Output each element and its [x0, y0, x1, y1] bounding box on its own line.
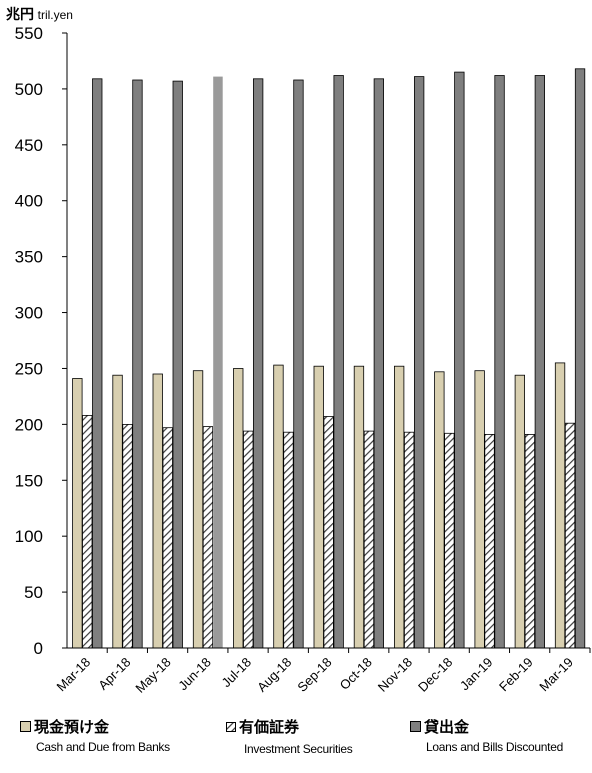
- bar-loans-sep-18: [333, 75, 344, 649]
- bar-cash-nov-18: [393, 365, 405, 649]
- bar-securities-may-18: [162, 427, 173, 649]
- bar-loans-jan-19: [494, 75, 505, 649]
- bar-loans-mar-19: [574, 68, 586, 649]
- y-tick-label: 400: [15, 192, 43, 211]
- y-tick-label: 50: [24, 583, 43, 602]
- y-tick-label: 100: [15, 527, 43, 546]
- x-tick-label: Nov-18: [375, 655, 415, 695]
- y-tick-label: 150: [15, 471, 43, 490]
- bar-loans-oct-18: [373, 78, 385, 649]
- bar-cash-jan-19: [474, 370, 485, 649]
- bar-securities-jul-18: [243, 430, 254, 649]
- legend-sublabel-cash: Cash and Due from Banks: [36, 740, 170, 754]
- legend-swatch-loans: [410, 721, 421, 732]
- legend-swatch-securities: [226, 721, 236, 732]
- bar-securities-mar-18: [82, 414, 93, 649]
- unit-jp: 兆円: [6, 6, 34, 22]
- bar-cash-mar-19: [554, 362, 566, 649]
- bar-cash-dec-18: [434, 371, 445, 649]
- bar-cash-feb-19: [514, 374, 525, 649]
- bar-loans-mar-18: [92, 78, 103, 649]
- bar-loans-nov-18: [413, 76, 425, 649]
- y-tick-label: 300: [15, 304, 43, 323]
- bar-cash-jun-18: [192, 370, 204, 649]
- y-tick-label: 500: [15, 80, 43, 99]
- unit-en: tril.yen: [37, 8, 73, 22]
- bar-loans-aug-18: [293, 79, 304, 649]
- y-tick-label: 350: [15, 248, 43, 267]
- legend-sublabel-securities: Investment Securities: [244, 742, 353, 756]
- legend-swatch-cash: [20, 721, 31, 732]
- legend-item-securities: 有価証券: [226, 716, 299, 737]
- bar-loans-feb-19: [534, 75, 545, 649]
- legend-label-loans: 貸出金: [424, 719, 470, 736]
- bar-loans-jun-18: [213, 76, 223, 649]
- bar-cash-may-18: [152, 373, 163, 649]
- bar-securities-aug-18: [283, 431, 294, 649]
- y-tick-label: 0: [34, 639, 43, 658]
- bar-securities-feb-19: [524, 433, 535, 649]
- bar-loans-may-18: [172, 80, 183, 649]
- y-tick-label: 200: [15, 415, 43, 434]
- x-tick-label: Jan-19: [457, 655, 496, 694]
- y-axis-unit-label: 兆円 tril.yen: [6, 4, 73, 24]
- x-tick-label: Mar-19: [536, 655, 576, 695]
- y-tick-label: 550: [15, 24, 43, 43]
- x-tick-label: Jul-18: [219, 655, 255, 691]
- bar-securities-nov-18: [403, 431, 415, 649]
- x-tick-label: Feb-19: [496, 655, 536, 695]
- bar-cash-aug-18: [273, 364, 284, 649]
- bar-loans-apr-18: [132, 79, 143, 649]
- bar-securities-oct-18: [363, 430, 375, 649]
- bar-loans-jul-18: [252, 78, 264, 649]
- bar-loans-dec-18: [454, 71, 465, 649]
- legend-label-cash: 現金預け金: [34, 719, 110, 736]
- x-tick-label: Aug-18: [254, 655, 294, 695]
- bar-securities-jun-18: [202, 426, 214, 649]
- legend-item-loans: 貸出金: [410, 716, 469, 737]
- bar-securities-sep-18: [323, 416, 334, 649]
- bar-cash-jul-18: [233, 368, 244, 649]
- bar-securities-apr-18: [122, 423, 133, 649]
- x-tick-label: Sep-18: [294, 655, 334, 695]
- x-tick-label: Jun-18: [175, 655, 214, 694]
- legend-item-cash: 現金預け金: [20, 716, 109, 737]
- bar-cash-apr-18: [112, 374, 123, 649]
- y-tick-label: 250: [15, 359, 43, 378]
- bar-securities-dec-18: [444, 432, 455, 649]
- x-tick-label: Dec-18: [415, 655, 455, 695]
- x-tick-label: Mar-18: [54, 655, 94, 695]
- legend-label-securities: 有価証券: [239, 719, 300, 736]
- y-tick-label: 450: [15, 136, 43, 155]
- bar-cash-mar-18: [72, 378, 83, 649]
- legend-sublabel-loans: Loans and Bills Discounted: [426, 740, 563, 754]
- x-tick-label: Apr-18: [95, 655, 133, 693]
- x-tick-label: May-18: [132, 655, 173, 696]
- bar-cash-oct-18: [353, 365, 365, 649]
- x-tick-label: Oct-18: [337, 655, 375, 693]
- bar-cash-sep-18: [313, 365, 324, 649]
- bar-securities-mar-19: [564, 422, 576, 649]
- bar-securities-jan-19: [484, 433, 495, 649]
